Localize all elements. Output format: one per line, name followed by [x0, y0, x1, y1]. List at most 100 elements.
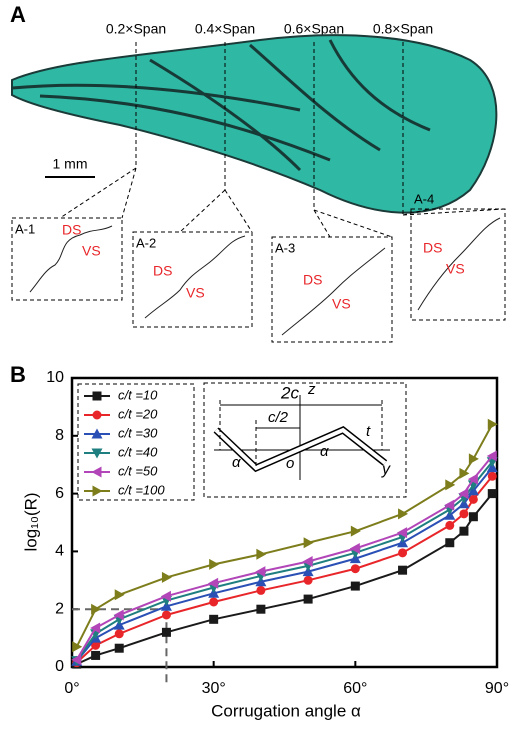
inset-box	[271, 236, 393, 343]
marker	[114, 629, 124, 639]
marker	[256, 604, 266, 614]
marker	[91, 603, 102, 615]
marker	[467, 473, 478, 485]
marker	[209, 597, 219, 607]
marker	[256, 585, 266, 595]
inset-box	[203, 382, 407, 498]
marker	[114, 589, 125, 601]
profile-inner	[214, 427, 387, 471]
ds-label: DS	[153, 263, 172, 279]
marker	[92, 410, 102, 420]
marker	[91, 428, 103, 439]
marker	[486, 450, 497, 462]
ds-label: DS	[62, 222, 81, 238]
section-curve	[417, 217, 501, 311]
marker	[398, 508, 409, 520]
legend-box	[77, 383, 195, 501]
plot: 0 2 4 6 8 10 0° 30° 60° 90°	[46, 369, 509, 697]
vs-label: VS	[186, 285, 205, 301]
marker	[444, 499, 455, 511]
marker	[398, 565, 408, 575]
marker	[397, 527, 408, 539]
inset-label: A-3	[275, 240, 295, 255]
x-tick-label: 30°	[202, 680, 226, 697]
marker	[303, 537, 314, 549]
section-curve	[29, 225, 113, 293]
inset-box	[410, 208, 506, 321]
marker	[303, 594, 313, 604]
marker	[72, 641, 83, 653]
marker	[92, 391, 102, 401]
marker	[445, 520, 455, 530]
x-axis-label: Corrugation angle α	[211, 701, 361, 720]
ds-label: DS	[303, 272, 322, 288]
section-curve	[144, 235, 246, 319]
marker	[90, 622, 101, 634]
marker	[445, 538, 455, 548]
scale-label: 1 mm	[53, 156, 88, 172]
legend: c/t =10 c/t =20 c/t =30 c/t =40 c/t =50 c/t =…	[77, 383, 195, 501]
span-label: 0.6×Span	[284, 21, 344, 37]
marker	[114, 643, 124, 653]
vs-label: VS	[446, 261, 465, 277]
marker	[161, 627, 171, 637]
marker	[161, 610, 171, 620]
inset-box	[132, 231, 253, 328]
wing	[11, 34, 498, 214]
legend-label: c/t =50	[118, 463, 158, 478]
marker	[468, 512, 478, 522]
marker	[445, 479, 456, 491]
y-tick-label: 10	[46, 369, 64, 386]
legend-label: c/t =40	[118, 444, 158, 459]
marker	[303, 575, 313, 585]
marker	[91, 448, 103, 459]
inset-label: z	[307, 381, 316, 398]
marker	[256, 548, 267, 560]
marker	[91, 466, 102, 478]
connector	[59, 167, 506, 238]
marker	[350, 525, 361, 537]
vs-label: VS	[82, 243, 101, 259]
y-tick-label: 8	[55, 427, 64, 444]
panel-label: A	[10, 2, 26, 27]
marker	[209, 614, 219, 624]
inset-label: α	[320, 443, 329, 460]
y-axis-label: log₁₀(R)	[21, 492, 40, 551]
marker	[487, 471, 497, 481]
series-line	[76, 475, 494, 664]
span-label: 0.4×Span	[195, 21, 255, 37]
legend-label: c/t =10	[118, 387, 158, 402]
marker	[71, 654, 82, 666]
marker	[458, 488, 469, 500]
inset-box	[11, 217, 123, 301]
section-curve	[281, 247, 386, 336]
marker	[487, 489, 497, 499]
marker	[92, 485, 103, 497]
marker	[113, 609, 124, 621]
span-label: 0.2×Span	[106, 21, 166, 37]
inset-label: 2c	[280, 383, 299, 402]
marker	[487, 418, 498, 430]
inset-label: o	[286, 455, 294, 472]
marker	[91, 650, 101, 660]
x-tick-label: 60°	[343, 680, 367, 697]
inset-label: A-2	[136, 235, 156, 250]
inset-label: A-4	[414, 191, 434, 206]
marker	[459, 467, 470, 479]
x-tick-label: 90°	[485, 680, 509, 697]
ds-label: DS	[423, 240, 442, 256]
inset-label: c/2	[268, 409, 289, 426]
inset-label: α	[232, 454, 241, 471]
marker	[208, 577, 219, 589]
cross-section-inset: 2c z c/2 α o α t y	[203, 381, 407, 498]
inset-label: t	[366, 423, 371, 440]
marker	[302, 556, 313, 568]
marker	[160, 590, 171, 602]
inset-label: A-1	[15, 221, 35, 236]
marker	[161, 571, 172, 583]
series-line	[76, 492, 494, 666]
plot-frame	[70, 376, 499, 669]
marker	[459, 526, 469, 536]
y-tick-label: 6	[55, 485, 64, 502]
